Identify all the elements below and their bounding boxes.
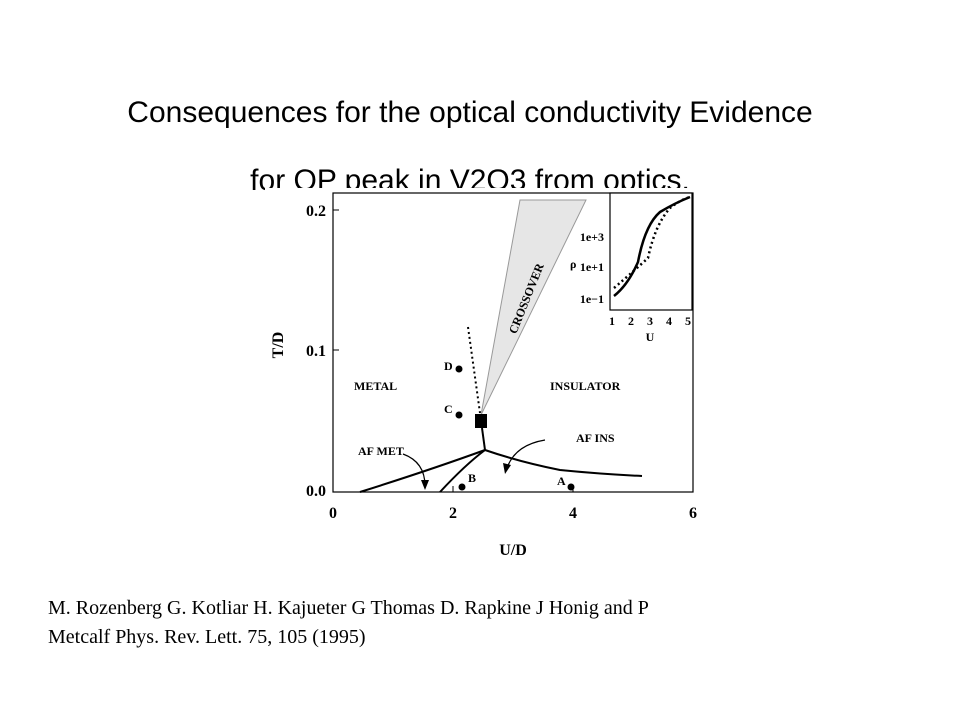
inset-y-tick-label: 1e+1	[580, 260, 604, 274]
arrowhead	[503, 463, 511, 474]
x-tick-label: 2	[449, 505, 457, 522]
x-tick-label: 4	[569, 505, 577, 522]
point-label: B	[468, 471, 476, 485]
inset-x-tick-label: 3	[647, 314, 653, 328]
inset: 1e+3 1e+1 1e−1 ρ 1 2 3 4 5 U	[570, 192, 693, 344]
point-label: A	[557, 474, 566, 488]
point-label: C	[444, 402, 453, 416]
critical-point	[475, 414, 487, 428]
point	[455, 365, 463, 373]
crossover-region	[480, 199, 587, 416]
inset-x-tick-label: 4	[666, 314, 672, 328]
region-label: INSULATOR	[550, 379, 621, 393]
figure: 0.2 0.1 0.0 0 2 4 6 T/D U/D CROSSOVER ME…	[265, 188, 705, 563]
x-axis-label: U/D	[499, 542, 527, 559]
y-tick-label: 0.0	[306, 483, 326, 500]
af-boundary	[439, 449, 486, 493]
region-label: METAL	[354, 379, 397, 393]
slide-title: Consequences for the optical conductivit…	[127, 96, 812, 129]
arrow	[506, 439, 546, 469]
inset-x-tick-label: 2	[628, 314, 634, 328]
point	[567, 483, 575, 491]
inset-x-tick-label: 1	[609, 314, 615, 328]
inset-y-tick-label: 1e−1	[580, 292, 604, 306]
citation: Metcalf Phys. Rev. Lett. 75, 105 (1995)	[48, 626, 366, 648]
arrowhead	[421, 480, 429, 490]
region-label: AF INS	[576, 431, 615, 445]
inset-y-tick-label: 1e+3	[580, 230, 604, 244]
citation: M. Rozenberg G. Kotliar H. Kajueter G Th…	[48, 597, 649, 619]
x-tick-label: 0	[329, 505, 337, 522]
point	[455, 411, 463, 419]
y-tick-label: 0.2	[306, 203, 326, 220]
point	[458, 483, 466, 491]
inset-curve	[613, 195, 691, 289]
y-tick-label: 0.1	[306, 343, 326, 360]
region-label: AF MET	[358, 444, 404, 458]
inset-frame	[609, 192, 693, 311]
plot-frame	[332, 192, 694, 493]
inset-y-label: ρ	[570, 257, 576, 271]
x-tick-label: 6	[689, 505, 697, 522]
inset-x-tick-label: 5	[685, 314, 691, 328]
point-label: D	[444, 359, 453, 373]
inset-x-label: U	[646, 330, 655, 344]
transition-line	[481, 427, 486, 451]
y-axis-label: T/D	[270, 332, 287, 359]
af-boundary	[359, 448, 643, 493]
